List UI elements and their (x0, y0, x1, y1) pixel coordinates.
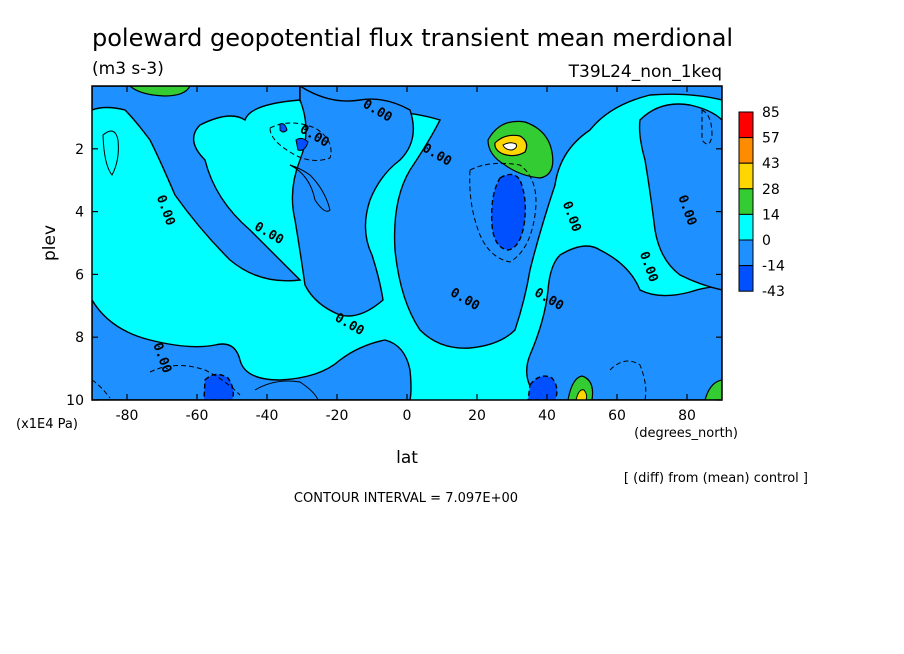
y-axis-label: plev (40, 225, 60, 261)
y-tick-label: 6 (75, 267, 84, 283)
chart-title: poleward geopotential flux transient mea… (92, 24, 733, 52)
field-negative-3 (291, 86, 414, 317)
footnote: [ (diff) from (mean) control ] (624, 471, 808, 486)
contour-line-neg-2 (469, 162, 537, 263)
field-negative-1 (92, 86, 302, 282)
chart-units: (m3 s-3) (92, 59, 164, 79)
colorbar-swatch (738, 137, 754, 164)
x-tick-label: -60 (186, 408, 209, 424)
colorbar: 85 57 43 28 14 0 -14 -43 (738, 105, 785, 300)
y-tick-label: 10 (66, 393, 84, 409)
x-tick-label: 40 (538, 408, 556, 424)
x-tick-label: 0 (403, 408, 412, 424)
contour-line-neg-5 (701, 109, 713, 145)
x-tick-label: -20 (326, 408, 349, 424)
contour-line-pos-3 (254, 380, 319, 400)
colorbar-swatch (738, 111, 754, 139)
plot-area: 0.000.000.000.000.000.000.000.00 0.000.00… (92, 86, 722, 400)
max-top-south (129, 86, 191, 97)
contour-interval: CONTOUR INTERVAL = 7.097E+00 (294, 491, 518, 506)
min-south-40 (527, 375, 558, 400)
colorbar-label: -43 (762, 284, 785, 300)
x-tick-label: 80 (678, 408, 696, 424)
y-tick-label: 2 (75, 142, 84, 158)
colorbar-label: 14 (762, 207, 780, 223)
colorbar-label: 85 (762, 105, 780, 121)
contour-line-neg-6 (92, 379, 111, 399)
x-axis-units: (degrees_north) (634, 426, 738, 441)
y-tick-label: 8 (75, 330, 84, 346)
small-negative-spot (295, 137, 309, 151)
experiment-label: T39L24_non_1keq (568, 62, 722, 82)
contour-line-neg-3 (149, 365, 241, 396)
colorbar-label: -14 (762, 259, 785, 275)
y-axis-units: (x1E4 Pa) (16, 417, 78, 432)
field-negative-6 (638, 103, 722, 291)
small-negative-spot-2 (279, 123, 288, 133)
x-tick-label: 20 (468, 408, 486, 424)
colorbar-label: 57 (762, 131, 780, 147)
colorbar-swatch (738, 265, 754, 292)
min-south-50 (203, 373, 235, 400)
min-north-subtropics (490, 173, 527, 251)
colorbar-label: 28 (762, 182, 780, 198)
field-negative-4 (92, 298, 412, 400)
colorbar-swatch (738, 213, 754, 241)
y-tick-label: 4 (75, 205, 84, 221)
colorbar-label: 43 (762, 156, 780, 172)
colorbar-swatch (738, 239, 754, 267)
y-axis-ticks: 2 4 6 8 10 (66, 142, 722, 409)
x-tick-label: 60 (608, 408, 626, 424)
contour-line-neg-4 (609, 360, 647, 400)
max-bottom-86n (704, 379, 722, 400)
colorbar-swatch (738, 188, 754, 215)
x-tick-label: -80 (116, 408, 139, 424)
colorbar-swatch (738, 162, 754, 190)
max-north-subtropics-43 (502, 142, 517, 151)
x-axis-ticks: -80 -60 -40 -20 0 20 40 60 80 (116, 86, 696, 424)
x-tick-label: -40 (256, 408, 279, 424)
colorbar-label: 0 (762, 233, 771, 249)
contour-line-neg-1 (269, 122, 332, 161)
contour-line-pos-2 (102, 130, 119, 176)
x-axis-label: lat (396, 448, 418, 468)
max-bottom-48n-yellow (575, 389, 588, 400)
contour-line-pos-1 (289, 164, 331, 212)
